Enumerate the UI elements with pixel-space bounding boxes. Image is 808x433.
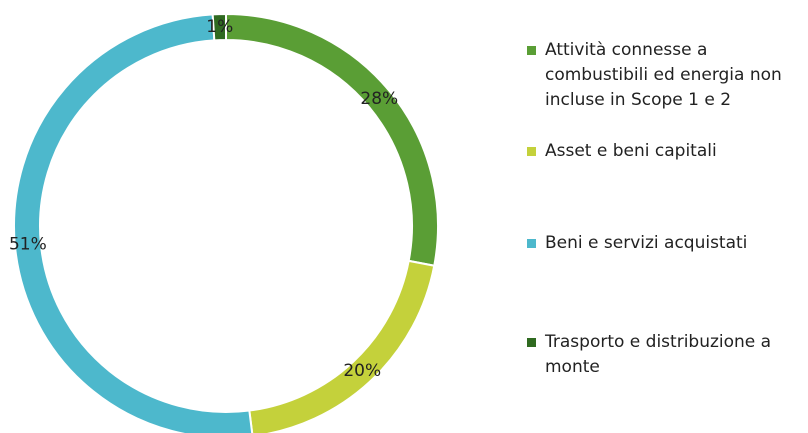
donut-slice [211, 12, 227, 42]
data-label: 1% [206, 17, 233, 37]
donut-slice [248, 259, 436, 433]
legend-label: Asset e beni capitali [545, 141, 717, 161]
legend-swatch [527, 46, 536, 55]
data-label: 20% [343, 361, 381, 381]
legend-swatch [527, 239, 536, 248]
data-label: 28% [360, 89, 398, 109]
legend-item: Asset e beni capitali [527, 139, 802, 164]
legend-item: Attività connesse a combustibili ed ener… [527, 38, 802, 113]
legend-swatch [527, 147, 536, 156]
data-label: 51% [9, 235, 47, 255]
legend-label: Trasporto e distribuzione a monte [545, 332, 772, 377]
legend-swatch [527, 338, 536, 347]
donut-slice [13, 13, 254, 433]
donut-slice [225, 12, 439, 267]
donut: 28% 20% 51% 1% [9, 12, 439, 433]
legend-item: Beni e servizi acquistati [527, 231, 802, 256]
legend-label: Attività connesse a combustibili ed ener… [545, 40, 782, 110]
legend-item: Trasporto e distribuzione a monte [527, 330, 802, 380]
legend-label: Beni e servizi acquistati [545, 233, 748, 253]
